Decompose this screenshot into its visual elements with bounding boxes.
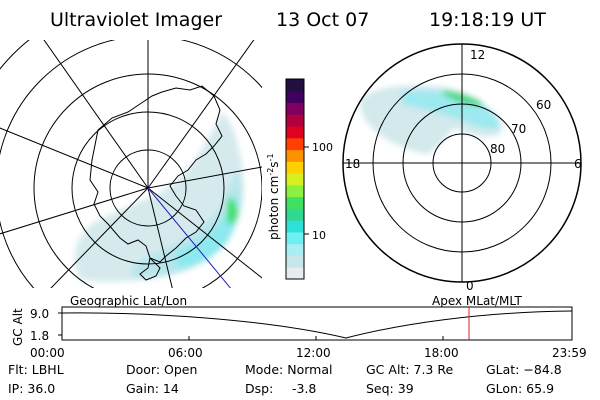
colorbar-swatch (286, 267, 304, 280)
mlat-80-label: 80 (490, 142, 505, 156)
antarctica-coastline (89, 85, 223, 263)
time-label: 19:18:19 UT (429, 9, 546, 31)
ip-readout: IP: 36.0 (8, 381, 56, 396)
mlt-18-label: 18 (345, 157, 360, 171)
xtick-0000: 00:00 (30, 346, 65, 360)
mlat-70-label: 70 (511, 122, 526, 136)
xtick-2359: 23:59 (552, 346, 587, 360)
colorbar-swatch (286, 208, 304, 221)
colorbar-frame (285, 78, 305, 280)
colorbar (285, 78, 305, 280)
colorbar-swatch (286, 126, 304, 139)
mlt-12-label: 12 (470, 48, 485, 62)
colorbar-swatch (286, 196, 304, 209)
colorbar-swatch (286, 161, 304, 174)
colorbar-unit-label: photon cm-2s-1 (266, 153, 281, 240)
xtick-1200: 12:00 (296, 346, 331, 360)
door-readout: Door: Open (126, 362, 198, 377)
xtick-1800: 18:00 (424, 346, 459, 360)
colorbar-tick-100: 100 (312, 141, 333, 154)
colorbar-swatch (286, 79, 304, 92)
geo-map-label: Geographic Lat/Lon (70, 294, 187, 308)
peninsula-coastline (139, 256, 161, 281)
glon-readout: GLon: 65.9 (486, 381, 555, 396)
colorbar-swatch (286, 90, 304, 104)
midnight-meridian (147, 187, 232, 288)
mode-readout: Mode: Normal (245, 362, 333, 377)
altitude-ytick-bottom: 1.8 (30, 329, 49, 343)
colorbar-swatch (286, 173, 304, 186)
altitude-ylabel: GC Alt (11, 308, 25, 346)
xtick-0600: 06:00 (168, 346, 203, 360)
altitude-curve (61, 310, 573, 339)
colorbar-swatch (286, 255, 304, 268)
colorbar-swatch (286, 114, 304, 127)
colorbar-swatch (286, 231, 304, 245)
colorbar-swatch (286, 220, 304, 233)
apex-map-label: Apex MLat/MLT (432, 294, 522, 308)
altitude-ytick-top: 9.0 (30, 307, 49, 321)
dsp-label: Dsp: (245, 381, 274, 396)
apex-aurora-field (360, 85, 502, 154)
colorbar-swatch (286, 102, 304, 115)
mlt-0-label: 0 (466, 279, 474, 293)
apex-polar-map (342, 43, 582, 283)
gain-readout: Gain: 14 (126, 381, 179, 396)
altitude-plot-frame (61, 306, 573, 341)
dsp-value: -3.8 (292, 381, 317, 396)
gc-alt-readout: GC Alt: 7.3 Re (366, 362, 454, 377)
seq-readout: Seq: 39 (366, 381, 414, 396)
colorbar-tick-10: 10 (312, 229, 326, 242)
date-label: 13 Oct 07 (276, 9, 370, 31)
imager-title: Ultraviolet Imager (50, 9, 223, 31)
geographic-map (0, 40, 262, 288)
mlt-6-label: 6 (574, 157, 582, 171)
mlat-60-label: 60 (536, 98, 551, 112)
colorbar-swatch (286, 137, 304, 151)
filter-readout: Flt: LBHL (8, 362, 64, 377)
colorbar-swatch (286, 243, 304, 256)
colorbar-swatch (286, 149, 304, 162)
glat-readout: GLat: −84.8 (486, 362, 562, 377)
colorbar-swatch (286, 184, 304, 198)
